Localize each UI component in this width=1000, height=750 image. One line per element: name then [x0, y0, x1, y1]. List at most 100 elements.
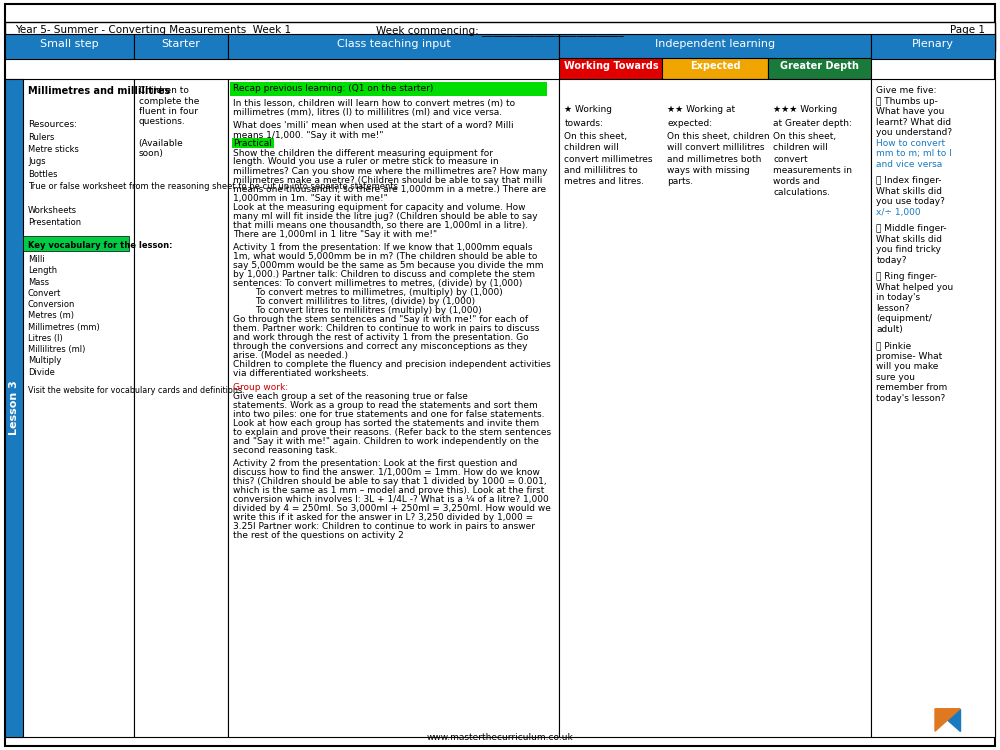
Text: Plenary: Plenary — [912, 39, 954, 49]
Text: Week commencing: ___________________________: Week commencing: _______________________… — [376, 25, 624, 36]
Text: x/÷ 1,000: x/÷ 1,000 — [876, 208, 921, 217]
Text: convert: convert — [773, 154, 808, 164]
Text: Look at the measuring equipment for capacity and volume. How: Look at the measuring equipment for capa… — [233, 202, 525, 211]
Text: 🤚 Pinkie: 🤚 Pinkie — [876, 341, 912, 350]
Text: at Greater depth:: at Greater depth: — [773, 118, 852, 128]
Text: remember from: remember from — [876, 383, 948, 392]
Text: divided by 4 = 250ml. So 3,000ml + 250ml = 3,250ml. How would we: divided by 4 = 250ml. So 3,000ml + 250ml… — [233, 504, 551, 513]
Text: and work through the rest of activity 1 from the presentation. Go: and work through the rest of activity 1 … — [233, 333, 528, 342]
Text: adult): adult) — [876, 325, 903, 334]
Text: What helped you: What helped you — [876, 283, 954, 292]
Text: Presentation: Presentation — [28, 217, 81, 226]
Text: write this if it asked for the answer in L? 3,250 divided by 1,000 =: write this if it asked for the answer in… — [233, 513, 533, 522]
Text: into two piles: one for true statements and one for false statements.: into two piles: one for true statements … — [233, 410, 544, 419]
Text: Worksheets: Worksheets — [28, 206, 77, 214]
Bar — [559, 79, 871, 736]
Text: children will: children will — [773, 143, 828, 152]
Bar — [134, 79, 228, 736]
Text: Visit the website for vocabulary cards and definitions.: Visit the website for vocabulary cards a… — [28, 386, 244, 395]
Text: There are 1,000ml in 1 litre "Say it with me!": There are 1,000ml in 1 litre "Say it wit… — [233, 230, 437, 238]
Text: Convert: Convert — [28, 289, 61, 298]
Text: conversion which involves l: 3L + 1/4L -? What is a ¼ of a litre? 1,000: conversion which involves l: 3L + 1/4L -… — [233, 495, 548, 504]
Text: Page 1: Page 1 — [950, 25, 985, 34]
Text: ways with missing: ways with missing — [667, 166, 750, 175]
Bar — [559, 58, 662, 79]
Text: Divide: Divide — [28, 368, 55, 376]
Text: How to convert: How to convert — [876, 139, 945, 148]
Text: via differentiated worksheets.: via differentiated worksheets. — [233, 369, 369, 378]
Bar — [5, 79, 23, 736]
Text: will convert millilitres: will convert millilitres — [667, 143, 765, 152]
Bar — [23, 236, 129, 250]
Bar — [5, 34, 134, 58]
Text: On this sheet,: On this sheet, — [564, 132, 628, 141]
Text: sure you: sure you — [876, 373, 915, 382]
Text: Give each group a set of the reasoning true or false: Give each group a set of the reasoning t… — [233, 392, 468, 400]
Text: Go through the stem sentences and "Say it with me!" for each of: Go through the stem sentences and "Say i… — [233, 315, 528, 324]
Text: lesson?: lesson? — [876, 304, 910, 313]
Bar — [871, 79, 995, 736]
Text: and millilitres to: and millilitres to — [564, 166, 638, 175]
Text: that milli means one thousandth, so there are 1,000ml in a litre).: that milli means one thousandth, so ther… — [233, 220, 528, 230]
Text: learnt? What did: learnt? What did — [876, 118, 951, 127]
Text: On this sheet, children: On this sheet, children — [667, 132, 770, 141]
Text: millimetres make a metre? (Children should be able to say that milli: millimetres make a metre? (Children shou… — [233, 176, 542, 184]
Text: On this sheet,: On this sheet, — [773, 132, 836, 141]
Text: calculations.: calculations. — [773, 188, 830, 197]
Text: mm to m; ml to l: mm to m; ml to l — [876, 149, 952, 158]
Text: 3.25l Partner work: Children to continue to work in pairs to answer: 3.25l Partner work: Children to continue… — [233, 522, 535, 531]
Text: expected:: expected: — [667, 118, 712, 128]
Text: Lesson 3: Lesson 3 — [9, 380, 19, 435]
FancyBboxPatch shape — [5, 4, 995, 746]
Text: Milli: Milli — [28, 255, 45, 264]
Text: today's lesson?: today's lesson? — [876, 394, 946, 403]
Text: millimetres? Can you show me where the millimetres are? How many: millimetres? Can you show me where the m… — [233, 166, 547, 176]
Text: Activity 1 from the presentation: If we know that 1,000mm equals: Activity 1 from the presentation: If we … — [233, 243, 532, 252]
Text: Activity 2 from the presentation: Look at the first question and: Activity 2 from the presentation: Look a… — [233, 459, 517, 468]
Text: means one thousandth, so there are 1,000mm in a metre.) There are: means one thousandth, so there are 1,000… — [233, 184, 546, 194]
Text: sentences: To convert millimetres to metres, (divide) by (1,000): sentences: To convert millimetres to met… — [233, 279, 522, 288]
Text: you understand?: you understand? — [876, 128, 952, 137]
Text: Working Towards: Working Towards — [564, 61, 658, 70]
Text: To convert metres to millimetres, (multiply) by (1,000): To convert metres to millimetres, (multi… — [233, 288, 503, 297]
Text: Mass: Mass — [28, 278, 49, 286]
Text: Greater Depth: Greater Depth — [780, 61, 859, 70]
Text: children will: children will — [564, 143, 619, 152]
Text: To convert litres to millilitres (multiply) by (1,000): To convert litres to millilitres (multip… — [233, 306, 482, 315]
Text: say 5,000mm would be the same as 5m because you divide the mm: say 5,000mm would be the same as 5m beca… — [233, 261, 543, 270]
Text: www.masterthecurriculum.co.uk: www.masterthecurriculum.co.uk — [427, 734, 573, 742]
Text: this? (Children should be able to say that 1 divided by 1000 = 0.001,: this? (Children should be able to say th… — [233, 477, 546, 486]
Text: today?: today? — [876, 256, 907, 265]
Text: measurements in: measurements in — [773, 166, 852, 175]
Text: metres and litres.: metres and litres. — [564, 177, 644, 186]
Text: to explain and prove their reasons. (Refer back to the stem sentences: to explain and prove their reasons. (Ref… — [233, 427, 551, 436]
Text: Length: Length — [28, 266, 57, 275]
Text: Independent learning: Independent learning — [655, 39, 775, 49]
Bar — [5, 79, 134, 736]
Text: Metres (m): Metres (m) — [28, 311, 74, 320]
Text: many ml will fit inside the litre jug? (Children should be able to say: many ml will fit inside the litre jug? (… — [233, 211, 537, 220]
Text: arise. (Model as needed.): arise. (Model as needed.) — [233, 351, 348, 360]
Text: Starter: Starter — [161, 39, 200, 49]
Text: Metre sticks: Metre sticks — [28, 146, 79, 154]
Text: (Available
soon): (Available soon) — [139, 139, 183, 158]
Text: millimetres (mm), litres (l) to millilitres (ml) and vice versa.: millimetres (mm), litres (l) to millilit… — [233, 108, 502, 117]
Text: 🤚 Ring finger-: 🤚 Ring finger- — [876, 272, 937, 281]
Text: Millimetres and millilitres: Millimetres and millilitres — [28, 86, 170, 96]
Bar — [134, 34, 228, 58]
Text: by 1,000.) Partner talk: Children to discuss and complete the stem: by 1,000.) Partner talk: Children to dis… — [233, 270, 535, 279]
Text: Show the children the different measuring equipment for: Show the children the different measurin… — [233, 148, 493, 158]
Text: 🤚 Thumbs up-: 🤚 Thumbs up- — [876, 97, 938, 106]
Text: ★★ Working at: ★★ Working at — [667, 105, 735, 114]
Text: Rulers: Rulers — [28, 134, 54, 142]
Text: To convert millilitres to litres, (divide) by (1,000): To convert millilitres to litres, (divid… — [233, 297, 475, 306]
Text: Millimetres (mm): Millimetres (mm) — [28, 322, 100, 332]
Text: What skills did: What skills did — [876, 187, 942, 196]
Text: Millilitres (ml): Millilitres (ml) — [28, 345, 85, 354]
Text: Resources:: Resources: — [28, 120, 77, 129]
Text: Key vocabulary for the lesson:: Key vocabulary for the lesson: — [28, 241, 173, 250]
Text: Bottles: Bottles — [28, 170, 58, 178]
Text: promise- What: promise- What — [876, 352, 942, 361]
Text: discuss how to find the answer. 1/1,000m = 1mm. How do we know: discuss how to find the answer. 1/1,000m… — [233, 468, 540, 477]
Text: and millimetres both: and millimetres both — [667, 154, 762, 164]
